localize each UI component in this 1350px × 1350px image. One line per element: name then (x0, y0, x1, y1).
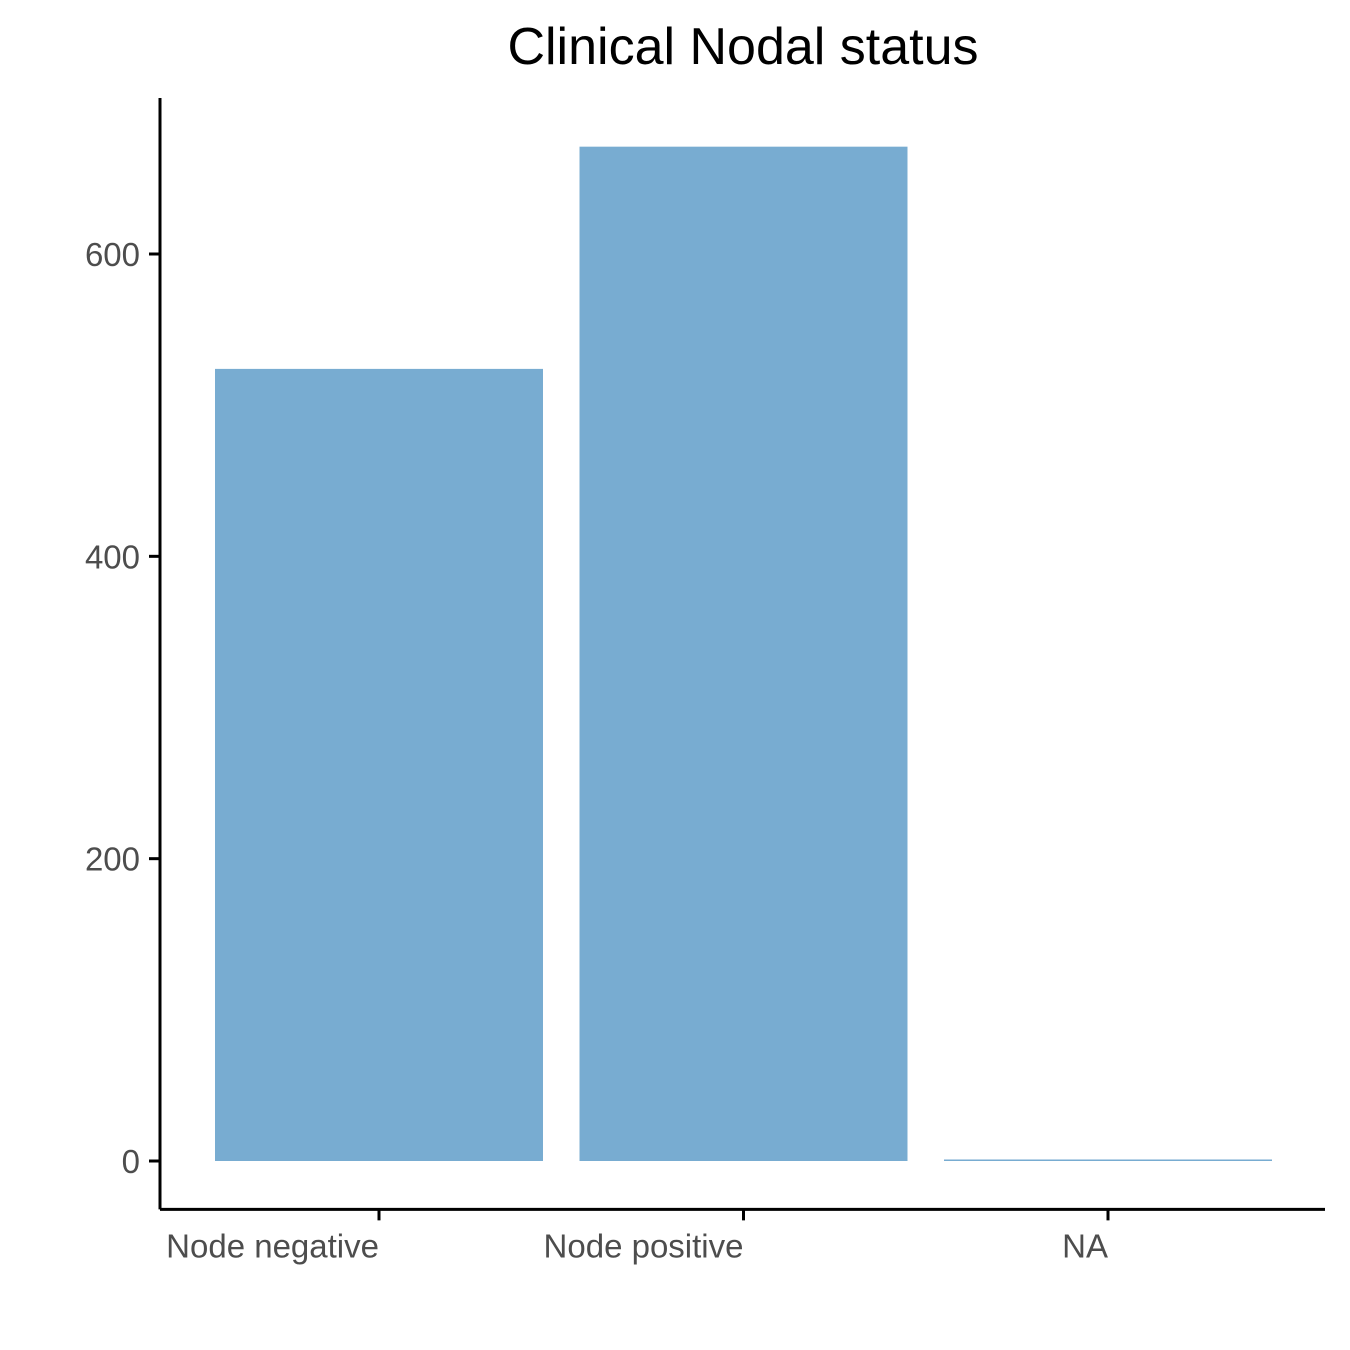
y-tick-label: 0 (122, 1143, 140, 1180)
bar-na (944, 1159, 1272, 1161)
x-tick-label: NA (1062, 1227, 1108, 1264)
y-tick-label: 600 (85, 236, 140, 273)
bar-node-positive (579, 146, 908, 1162)
x-axis: Node negative Node positive NA (160, 1207, 1325, 1264)
bar-node-negative (215, 368, 543, 1161)
bars-group (215, 146, 1272, 1162)
x-tick-label: Node negative (166, 1227, 379, 1264)
y-tick-label: 200 (85, 841, 140, 878)
y-tick-label: 400 (85, 538, 140, 575)
chart-title: Clinical Nodal status (507, 18, 978, 76)
x-tick-label: Node positive (544, 1227, 744, 1264)
y-axis: 0 200 400 600 (85, 98, 162, 1210)
